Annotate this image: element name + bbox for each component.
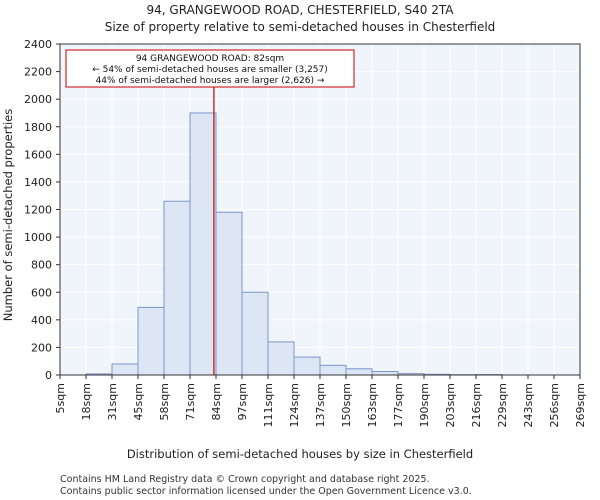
footer-line1: Contains HM Land Registry data © Crown c…: [60, 474, 430, 485]
y-axis-label: Number of semi-detached properties: [1, 109, 15, 321]
annotation-line3: 44% of semi-detached houses are larger (…: [96, 76, 325, 86]
bar-137sqm: [319, 364, 347, 376]
y-tick-label: 2000: [24, 93, 52, 106]
bar-163sqm: [371, 371, 399, 376]
x-axis-label: Distribution of semi-detached houses by …: [127, 447, 473, 461]
y-tick-label: 0: [45, 369, 52, 382]
x-tick-label: 97sqm: [236, 383, 249, 420]
x-tick-label: 5sqm: [54, 383, 67, 413]
x-axis-ticks: 5sqm 18sqm 31sqm 45sqm 58sqm 71sqm 84sqm 97sqm 1…: [54, 375, 587, 427]
x-tick-label: 137sqm: [314, 383, 327, 427]
chart-title-line1: 94, GRANGEWOOD ROAD, CHESTERFIELD, S40 2…: [147, 3, 455, 17]
annotation-line2: ← 54% of semi-detached houses are smalle…: [92, 65, 328, 75]
y-tick-label: 1200: [24, 204, 52, 217]
x-tick-label: 18sqm: [80, 383, 93, 420]
annotation-box: 94 GRANGEWOOD ROAD: 82sqm ← 54% of semi-…: [65, 49, 355, 88]
x-tick-label: 190sqm: [418, 383, 431, 427]
x-tick-label: 269sqm: [574, 383, 587, 427]
annotation-border: [65, 49, 355, 88]
footer-line2: Contains public sector information licen…: [60, 486, 472, 497]
y-tick-label: 800: [31, 259, 52, 272]
bar-150sqm: [345, 368, 373, 376]
y-tick-label: 1600: [24, 148, 52, 161]
bar-97sqm: [241, 291, 269, 376]
x-tick-label: 216sqm: [470, 383, 483, 427]
x-tick-label: 243sqm: [522, 383, 535, 427]
bar-124sqm: [293, 356, 321, 376]
y-tick-label: 1800: [24, 121, 52, 134]
bar-31sqm: [111, 363, 139, 376]
x-tick-label: 71sqm: [184, 383, 197, 420]
x-tick-label: 177sqm: [392, 383, 405, 427]
chart-title-line2: Size of property relative to semi-detach…: [105, 20, 496, 34]
x-tick-label: 203sqm: [444, 383, 457, 427]
bar-45sqm: [137, 306, 165, 376]
x-tick-label: 256sqm: [548, 383, 561, 427]
bar-84sqm: [215, 211, 243, 376]
y-tick-label: 200: [31, 341, 52, 354]
x-tick-label: 229sqm: [496, 383, 509, 427]
y-tick-label: 400: [31, 314, 52, 327]
annotation-line1: 94 GRANGEWOOD ROAD: 82sqm: [136, 54, 284, 64]
x-tick-label: 45sqm: [132, 383, 145, 420]
bar-71sqm: [189, 112, 217, 376]
y-tick-label: 1400: [24, 176, 52, 189]
bar-111sqm: [267, 341, 295, 376]
x-tick-label: 163sqm: [366, 383, 379, 427]
x-tick-label: 111sqm: [262, 383, 275, 427]
y-axis-ticks: 0 200 400 600 800 1000 1200 1400 1600 1800 2000 220…: [24, 38, 60, 382]
y-tick-label: 2400: [24, 38, 52, 51]
bar-58sqm: [163, 200, 191, 376]
y-tick-label: 2200: [24, 66, 52, 79]
bars-group: [85, 112, 503, 376]
x-tick-label: 58sqm: [158, 383, 171, 420]
y-tick-label: 1000: [24, 231, 52, 244]
x-tick-label: 84sqm: [210, 383, 223, 420]
y-tick-label: 600: [31, 286, 52, 299]
x-tick-label: 150sqm: [340, 383, 353, 427]
x-tick-label: 31sqm: [106, 383, 119, 420]
x-tick-label: 124sqm: [288, 383, 301, 427]
